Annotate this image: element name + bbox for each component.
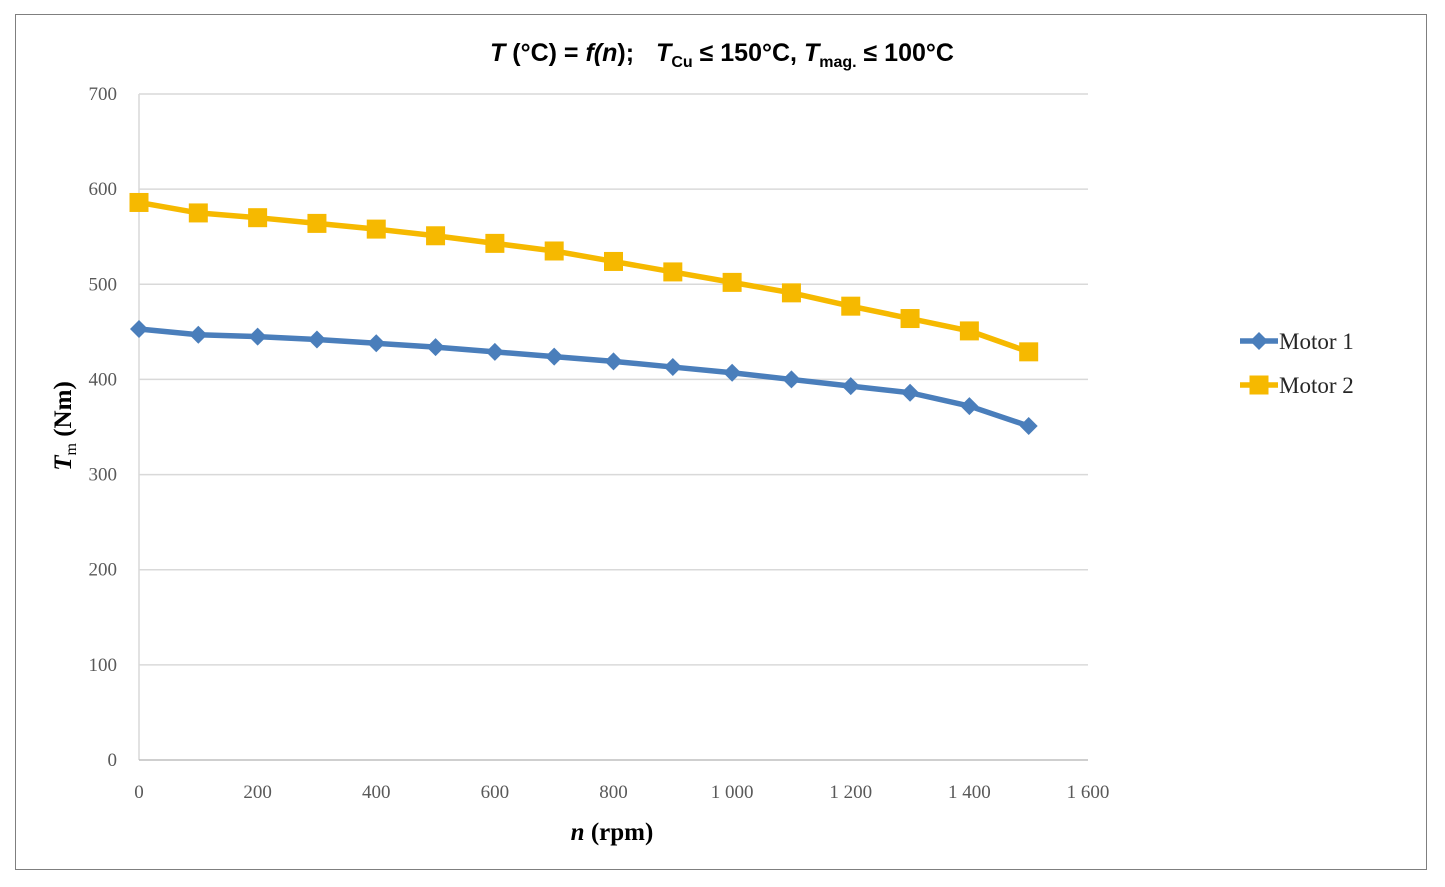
data-point	[663, 358, 682, 377]
data-point	[782, 370, 801, 389]
data-point	[130, 320, 148, 339]
data-point	[604, 352, 623, 371]
x-tick-label: 800	[599, 782, 628, 803]
y-tick-label: 400	[89, 369, 118, 390]
data-point	[841, 296, 861, 316]
y-tick-label: 100	[89, 655, 118, 676]
gridlines	[138, 93, 1088, 761]
x-tick-label: 1 200	[829, 782, 872, 803]
data-point	[485, 233, 505, 253]
legend-entry: Motor 2	[1240, 373, 1354, 398]
x-tick-label: 1 000	[711, 782, 754, 803]
data-point	[426, 338, 445, 357]
legend-marker	[1249, 375, 1269, 395]
y-tick-label: 200	[89, 560, 118, 581]
data-point	[366, 219, 386, 239]
y-tick-label: 600	[89, 179, 118, 200]
legend-label: Motor 1	[1279, 329, 1354, 354]
data-point	[545, 347, 564, 366]
data-point	[604, 251, 623, 271]
data-point	[781, 283, 801, 303]
series-motor-1	[130, 320, 1038, 436]
data-point	[188, 203, 208, 223]
y-axis-tick-labels: 0 100 200 300 400 500 600 700	[89, 84, 118, 771]
y-axis-title: Tm (Nm)	[50, 381, 80, 471]
data-point	[129, 192, 149, 212]
chart-title: T (°C) = f(n); TCu ≤ 150°C, Tmag. ≤ 100°C	[490, 39, 954, 71]
x-tick-label: 400	[362, 782, 391, 803]
x-tick-label: 1 400	[948, 782, 991, 803]
x-tick-label: 600	[481, 782, 510, 803]
data-point	[307, 213, 327, 233]
data-point	[900, 309, 920, 329]
data-point	[367, 334, 386, 353]
data-point	[722, 272, 742, 292]
series-line	[136, 326, 1032, 429]
legend-label: Motor 2	[1279, 373, 1354, 398]
x-tick-label: 0	[134, 782, 144, 803]
x-axis-title: n (rpm)	[571, 819, 654, 846]
data-point	[959, 321, 979, 341]
data-point	[248, 327, 267, 346]
data-point	[426, 226, 446, 246]
legend: Motor 1 Motor 2	[1240, 329, 1354, 398]
data-point	[189, 325, 208, 344]
data-point	[841, 377, 860, 396]
chart-frame	[15, 14, 1427, 870]
data-point	[485, 342, 504, 361]
y-tick-label: 700	[89, 84, 118, 105]
data-point	[544, 241, 564, 261]
series-layer	[129, 192, 1039, 436]
x-tick-label: 1 600	[1067, 782, 1110, 803]
data-point	[960, 397, 979, 416]
data-point	[1019, 342, 1039, 362]
y-tick-label: 0	[108, 750, 118, 771]
data-point	[1019, 417, 1038, 436]
data-point	[901, 383, 920, 402]
y-tick-label: 500	[89, 274, 118, 295]
x-axis-tick-labels: 0 200 400 600 800 1 000 1 200 1 400 1 600	[134, 782, 1109, 803]
y-tick-label: 300	[89, 465, 118, 486]
legend-marker	[1250, 332, 1268, 350]
x-tick-label: 200	[243, 782, 272, 803]
series-motor-2	[129, 192, 1039, 362]
legend-entry: Motor 1	[1240, 329, 1354, 354]
data-point	[307, 330, 326, 349]
data-point	[723, 363, 742, 382]
series-line	[136, 199, 1032, 355]
data-point	[663, 262, 683, 282]
data-point	[248, 208, 268, 228]
